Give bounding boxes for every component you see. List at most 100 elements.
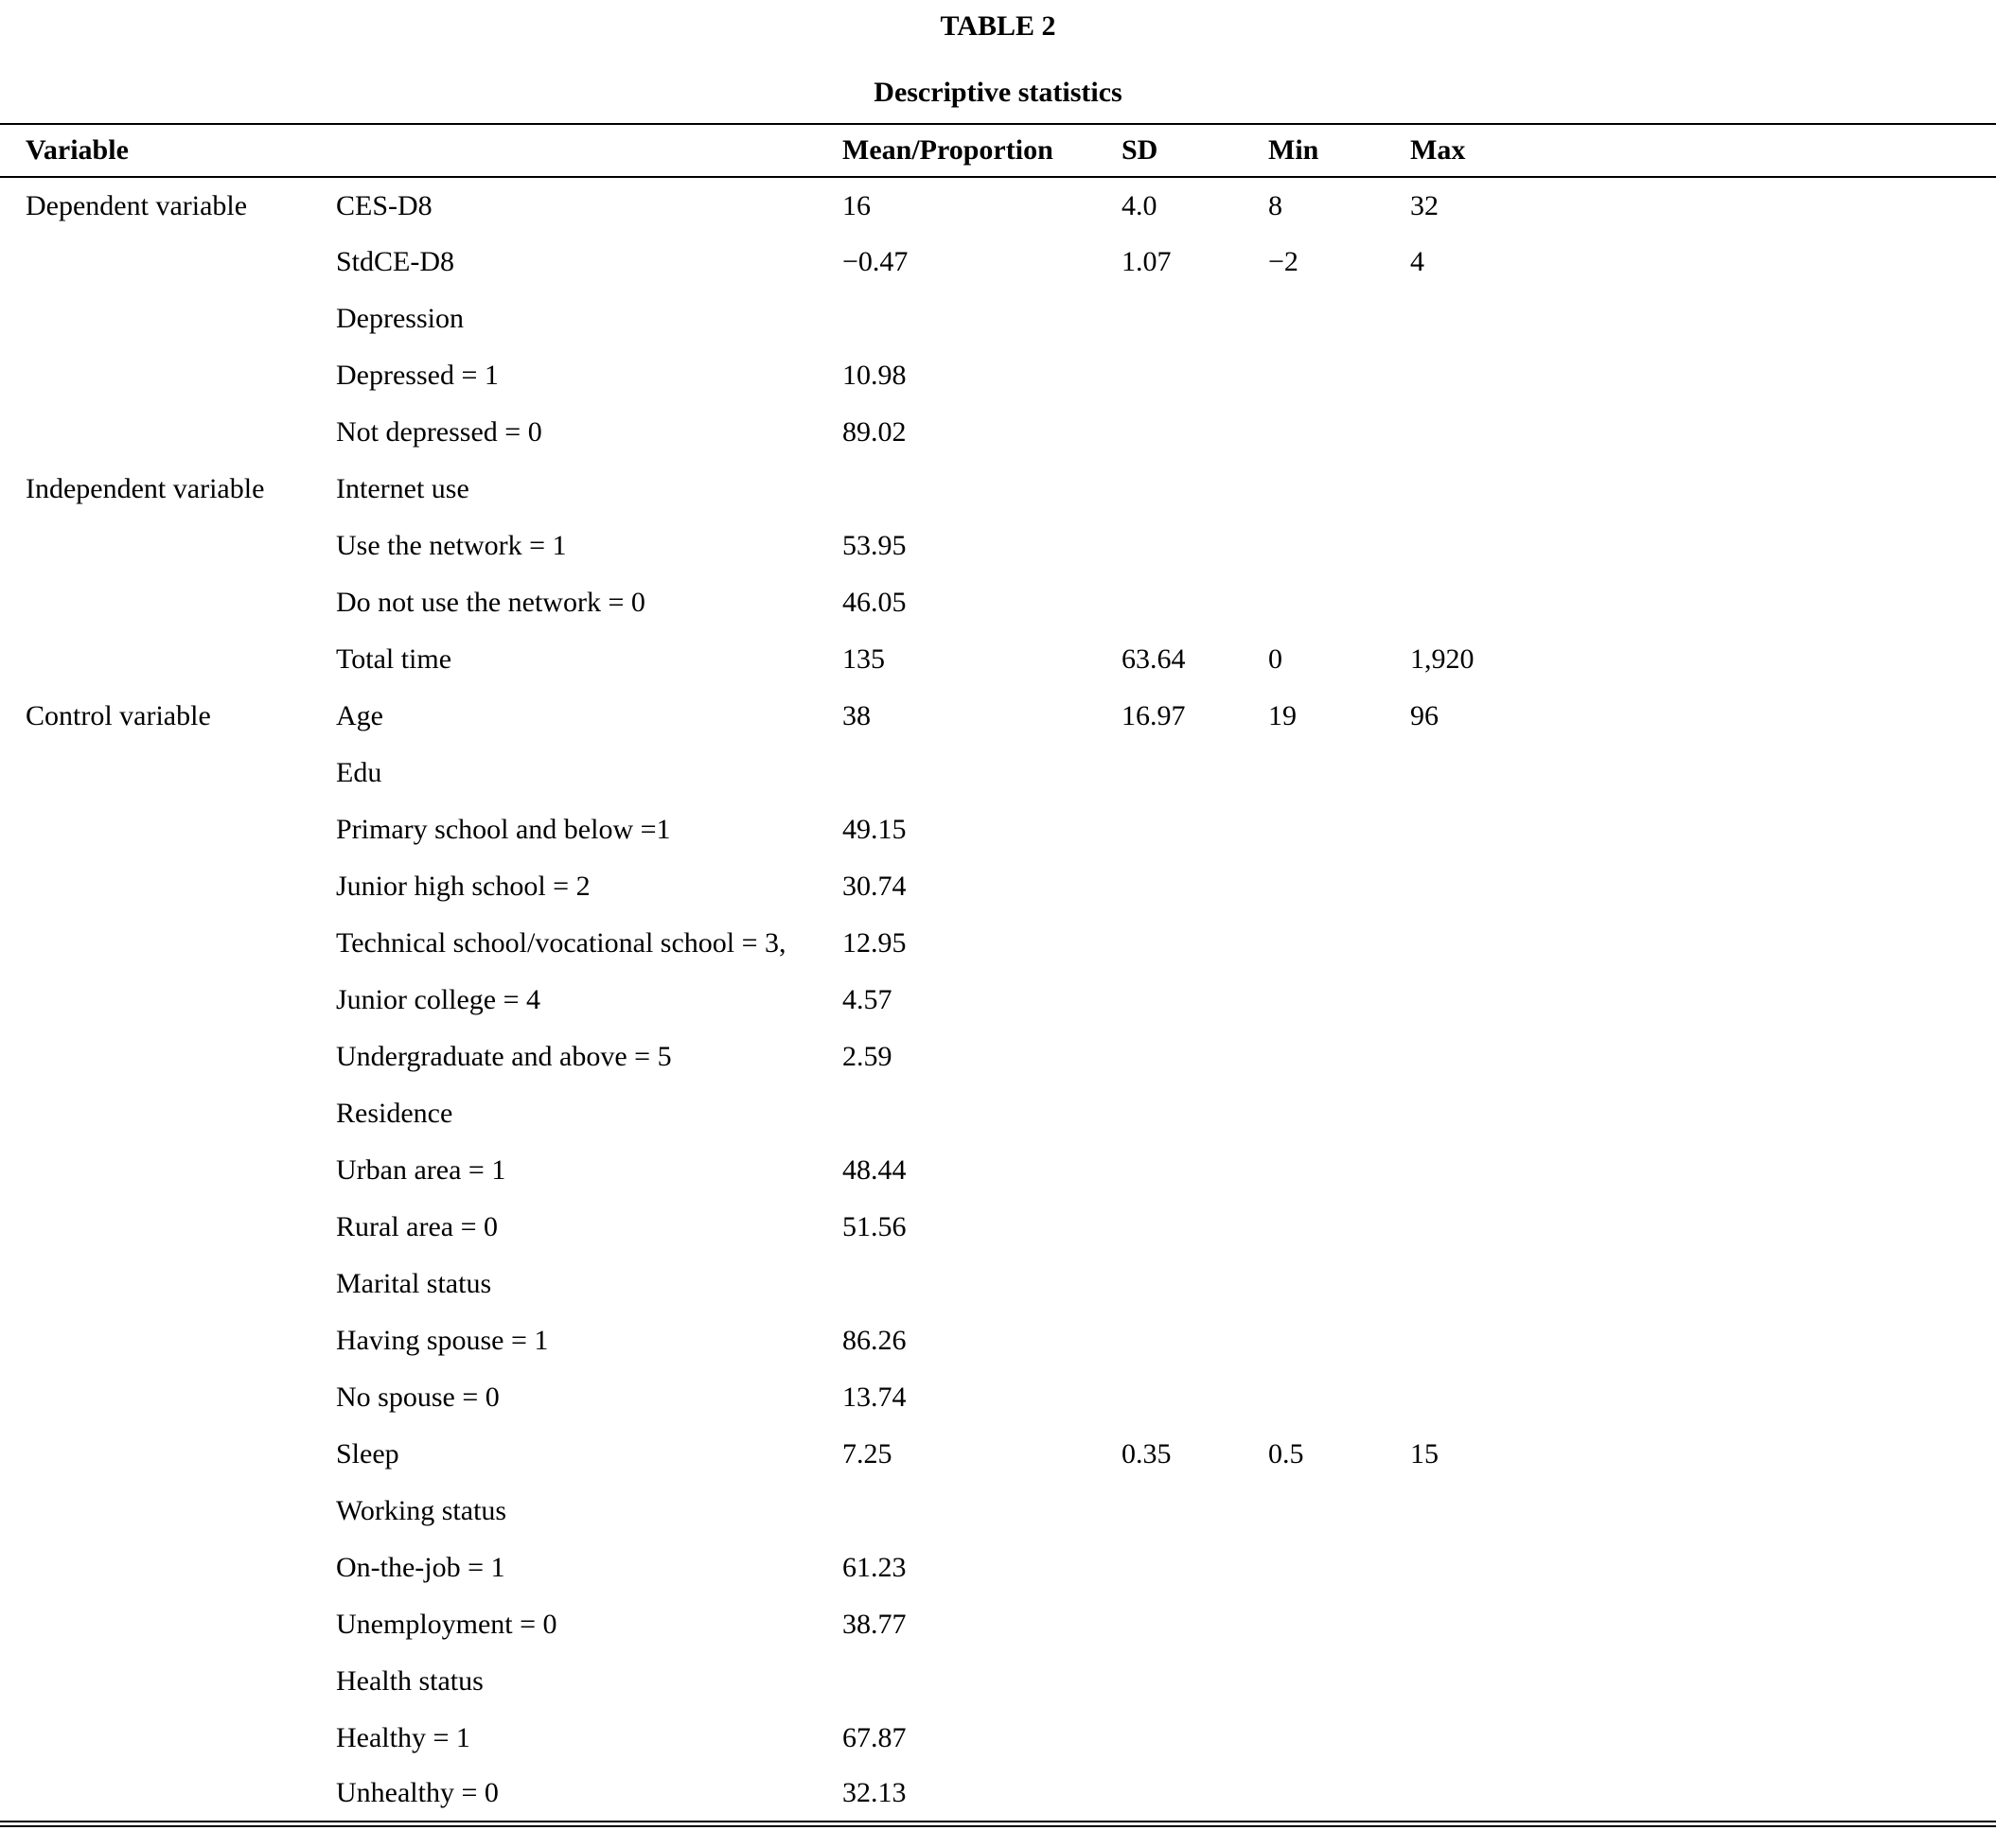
cell-sd: [1122, 1312, 1268, 1369]
cell-group: [0, 1256, 336, 1312]
cell-min: [1268, 972, 1410, 1029]
table-row: Edu: [0, 745, 1996, 801]
table-row: Junior college = 4 4.57: [0, 972, 1996, 1029]
col-header-subvariable: [336, 124, 842, 178]
cell-min: [1268, 801, 1410, 858]
cell-max: [1410, 1256, 1996, 1312]
cell-min: −2: [1268, 246, 1298, 277]
table-row: On-the-job = 1 61.23: [0, 1540, 1996, 1596]
table-row: Not depressed = 0 89.02: [0, 404, 1996, 461]
cell-max: [1410, 1483, 1996, 1540]
cell-min: [1268, 915, 1410, 972]
table-row: Depressed = 1 10.98: [0, 347, 1996, 404]
cell-min: [1268, 1256, 1410, 1312]
cell-sd: [1122, 972, 1268, 1029]
table-row: Sleep 7.25 0.35 0.5 15: [0, 1426, 1996, 1483]
cell-mean: [842, 461, 1122, 518]
cell-mean: 135: [842, 643, 885, 675]
cell-mean: 67.87: [842, 1722, 907, 1753]
cell-label: Age: [336, 700, 383, 731]
table-row: Do not use the network = 0 46.05: [0, 574, 1996, 631]
cell-max: [1410, 1596, 1996, 1653]
cell-label: Do not use the network = 0: [336, 587, 645, 618]
cell-group: [0, 1085, 336, 1142]
cell-label: Having spouse = 1: [336, 1325, 549, 1356]
descriptive-statistics-table: Variable Mean/Proportion SD Min Max Depe…: [0, 123, 1996, 1827]
cell-mean: 2.59: [842, 1041, 892, 1072]
cell-sd: [1122, 1596, 1268, 1653]
cell-sd: [1122, 1369, 1268, 1426]
cell-sd: [1122, 858, 1268, 915]
cell-group: [0, 1653, 336, 1710]
cell-max: [1410, 347, 1996, 404]
cell-max: 4: [1410, 246, 1424, 277]
cell-group: [0, 1596, 336, 1653]
cell-min: [1268, 347, 1410, 404]
cell-sd: [1122, 461, 1268, 518]
col-header-min: Min: [1268, 124, 1410, 178]
table-row: Independent variable Internet use: [0, 461, 1996, 518]
cell-mean: 38.77: [842, 1609, 907, 1640]
table-row: Use the network = 1 53.95: [0, 518, 1996, 574]
cell-label: Residence: [336, 1098, 453, 1129]
cell-mean: 46.05: [842, 587, 907, 618]
cell-max: 15: [1410, 1438, 1439, 1470]
cell-sd: 63.64: [1122, 643, 1186, 675]
cell-label: Internet use: [336, 473, 469, 504]
cell-max: [1410, 1029, 1996, 1085]
cell-sd: [1122, 1540, 1268, 1596]
cell-min: 19: [1268, 700, 1297, 731]
col-header-max: Max: [1410, 124, 1996, 178]
cell-group: [0, 1369, 336, 1426]
cell-min: [1268, 1710, 1410, 1767]
cell-label: Not depressed = 0: [336, 416, 542, 448]
cell-group: [0, 347, 336, 404]
table-row: Depression: [0, 290, 1996, 347]
cell-label: StdCE-D8: [336, 246, 455, 277]
cell-group: [0, 972, 336, 1029]
table-row: No spouse = 0 13.74: [0, 1369, 1996, 1426]
cell-label: Primary school and below =1: [336, 814, 671, 845]
table-row: StdCE-D8 −0.47 1.07 −2 4: [0, 234, 1996, 290]
cell-label: Junior college = 4: [336, 984, 541, 1015]
cell-group: [0, 858, 336, 915]
cell-sd: [1122, 574, 1268, 631]
table-title: Descriptive statistics: [874, 77, 1122, 108]
cell-sd: [1122, 1256, 1268, 1312]
cell-sd: [1122, 347, 1268, 404]
cell-group: [0, 290, 336, 347]
cell-max: [1410, 461, 1996, 518]
cell-label: Total time: [336, 643, 452, 675]
col-header-mean-proportion: Mean/Proportion: [842, 124, 1122, 178]
cell-group: [0, 631, 336, 688]
cell-group: [0, 745, 336, 801]
cell-sd: [1122, 290, 1268, 347]
cell-sd: [1122, 404, 1268, 461]
cell-min: [1268, 1369, 1410, 1426]
table-row: Junior high school = 2 30.74: [0, 858, 1996, 915]
cell-max: [1410, 1710, 1996, 1767]
cell-mean: 86.26: [842, 1325, 907, 1356]
cell-max: 32: [1410, 189, 1439, 221]
table-row: Residence: [0, 1085, 1996, 1142]
table-header: Variable Mean/Proportion SD Min Max: [0, 124, 1996, 178]
cell-min: [1268, 858, 1410, 915]
cell-group: [0, 1710, 336, 1767]
cell-min: [1268, 1483, 1410, 1540]
cell-mean: 30.74: [842, 871, 907, 902]
cell-sd: [1122, 1085, 1268, 1142]
cell-max: [1410, 972, 1996, 1029]
table-row: Marital status: [0, 1256, 1996, 1312]
cell-mean: 38: [842, 700, 871, 731]
header-row: Variable Mean/Proportion SD Min Max: [0, 124, 1996, 178]
cell-max: [1410, 1312, 1996, 1369]
cell-mean: 4.57: [842, 984, 892, 1015]
cell-mean: [842, 1085, 1122, 1142]
cell-max: [1410, 801, 1996, 858]
cell-sd: [1122, 1710, 1268, 1767]
cell-group: [0, 1540, 336, 1596]
cell-sd: 0.35: [1122, 1438, 1172, 1470]
cell-mean: 16: [842, 189, 871, 221]
cell-mean: 13.74: [842, 1382, 907, 1413]
cell-max: [1410, 858, 1996, 915]
